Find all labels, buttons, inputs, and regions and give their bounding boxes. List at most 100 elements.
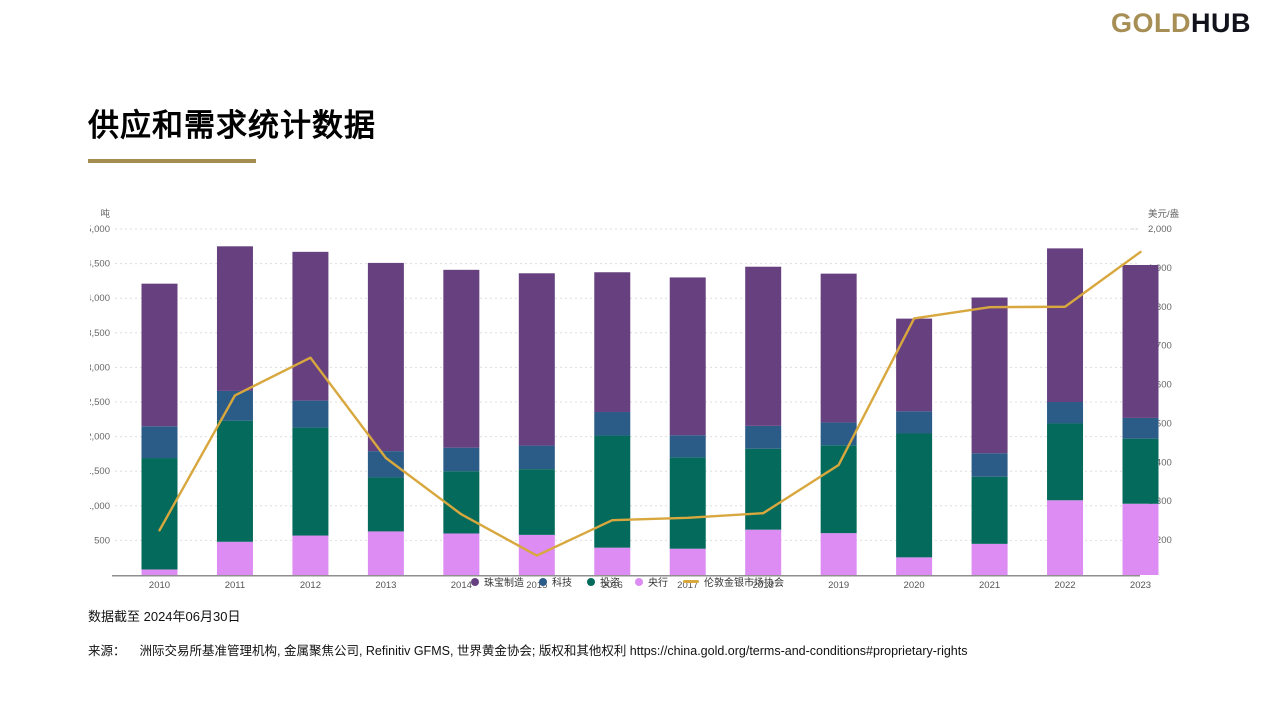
legend-label-jewellery: 珠宝制造 — [484, 578, 524, 589]
bar-segment-珠宝制造-2012[interactable] — [292, 251, 329, 401]
legend-item-investment[interactable]: 投资 — [587, 574, 620, 589]
lbma-price-line[interactable] — [158, 250, 1142, 557]
left-axis-tick-label: 2,500 — [90, 397, 110, 408]
legend-item-central-banks[interactable]: 央行 — [635, 574, 668, 589]
right-axis-unit-label: 美元/盎司 — [1148, 208, 1180, 220]
x-axis-year-label: 2018 — [753, 580, 774, 591]
bar-segment-投资-2012[interactable] — [292, 427, 329, 536]
bar-segment-科技-2014[interactable] — [443, 447, 480, 472]
bar-segment-珠宝制造-2020[interactable] — [896, 318, 933, 412]
source-text: 洲际交易所基准管理机构, 金属聚焦公司, Refinitiv GFMS, 世界黄… — [139, 644, 968, 658]
left-axis-tick-label: 3,000 — [90, 362, 110, 373]
legend-dot-jewellery-icon — [471, 577, 479, 586]
bar-segment-科技-2021[interactable] — [971, 453, 1008, 477]
bar-segment-央行-2010[interactable] — [141, 569, 178, 575]
bar-segment-科技-2023[interactable] — [1122, 417, 1159, 439]
bar-segment-科技-2015[interactable] — [518, 445, 555, 470]
supply-demand-chart: 500 1,000 1,500 2,000 2,500 3,000 3,500 4,000 4,… — [90, 205, 1180, 597]
legend-label-technology: 科技 — [552, 578, 572, 589]
bar-segment-珠宝制造-2022[interactable] — [1047, 248, 1084, 402]
bar-segment-央行-2011[interactable] — [216, 541, 253, 575]
legend-item-jewellery[interactable]: 珠宝制造 — [471, 574, 524, 589]
bar-segment-投资-2018[interactable] — [745, 448, 782, 530]
right-axis-tick-label: 2,000 — [1148, 224, 1172, 235]
bar-segment-珠宝制造-2016[interactable] — [594, 272, 631, 413]
bar-segment-珠宝制造-2011[interactable] — [216, 246, 253, 391]
right-axis-tick-label: 1,700 — [1148, 341, 1172, 352]
bar-segment-珠宝制造-2013[interactable] — [367, 262, 404, 452]
bar-segment-科技-2018[interactable] — [745, 425, 782, 449]
bar-segment-珠宝制造-2014[interactable] — [443, 269, 480, 448]
x-axis-year-label: 2010 — [149, 580, 170, 591]
bar-segment-央行-2023[interactable] — [1122, 503, 1159, 575]
bar-segment-科技-2013[interactable] — [367, 451, 404, 478]
bar-segment-投资-2011[interactable] — [216, 420, 253, 542]
legend-dot-investment-icon — [587, 577, 595, 586]
legend-item-technology[interactable]: 科技 — [539, 574, 572, 589]
bar-segment-投资-2010[interactable] — [141, 458, 178, 570]
chart-canvas: 500 1,000 1,500 2,000 2,500 3,000 3,500 4,000 4,… — [90, 208, 1180, 591]
bar-segment-央行-2020[interactable] — [896, 557, 933, 575]
bar-segment-央行-2019[interactable] — [820, 533, 857, 575]
bar-segment-投资-2020[interactable] — [896, 433, 933, 558]
bar-segment-科技-2012[interactable] — [292, 400, 329, 428]
bar-segment-科技-2022[interactable] — [1047, 402, 1084, 424]
x-axis-year-label: 2014 — [451, 580, 472, 591]
x-axis-year-label: 2023 — [1130, 580, 1151, 591]
bar-segment-科技-2019[interactable] — [820, 422, 857, 446]
left-axis-tick-label: 4,500 — [90, 259, 110, 270]
x-axis-year-label: 2017 — [677, 580, 698, 591]
x-axis-year-label: 2021 — [979, 580, 1000, 591]
bar-segment-央行-2012[interactable] — [292, 535, 329, 575]
bar-segment-科技-2020[interactable] — [896, 411, 933, 434]
right-axis-tick-label: 1,300 — [1148, 496, 1172, 507]
bar-segment-科技-2010[interactable] — [141, 426, 178, 459]
bar-segment-珠宝制造-2018[interactable] — [745, 266, 782, 426]
right-axis-tick-label: 1,400 — [1148, 457, 1172, 468]
left-axis-tick-label: 1,000 — [90, 501, 110, 512]
bar-segment-央行-2013[interactable] — [367, 531, 404, 575]
bar-segment-央行-2014[interactable] — [443, 533, 480, 575]
bar-segment-央行-2021[interactable] — [971, 543, 1008, 575]
title-block: 供应和需求统计数据 — [88, 100, 376, 163]
x-axis-year-label: 2016 — [602, 580, 623, 591]
right-axis-tick-label: 1,200 — [1148, 535, 1172, 546]
bar-segment-投资-2014[interactable] — [443, 471, 480, 534]
bar-segment-珠宝制造-2021[interactable] — [971, 297, 1008, 454]
bar-segment-科技-2016[interactable] — [594, 412, 631, 436]
bar-segment-投资-2013[interactable] — [367, 477, 404, 532]
bar-segment-科技-2017[interactable] — [669, 435, 706, 458]
bar-segment-投资-2016[interactable] — [594, 435, 631, 548]
x-axis-year-label: 2013 — [375, 580, 396, 591]
left-axis-tick-label: 5,000 — [90, 224, 110, 235]
bar-segment-央行-2017[interactable] — [669, 548, 706, 575]
left-axis-unit-label: 吨 — [100, 208, 110, 220]
legend-item-lbma[interactable]: 伦敦金银市场协会 — [683, 574, 784, 589]
legend-dot-technology-icon — [539, 577, 547, 586]
right-axis-tick-label: 1,600 — [1148, 380, 1172, 391]
bar-segment-央行-2018[interactable] — [745, 529, 782, 575]
bar-segment-珠宝制造-2017[interactable] — [669, 277, 706, 436]
legend-line-lbma-icon — [683, 580, 699, 583]
bar-segment-投资-2015[interactable] — [518, 469, 555, 535]
bar-segment-珠宝制造-2015[interactable] — [518, 273, 555, 446]
bar-segment-投资-2022[interactable] — [1047, 423, 1084, 501]
bar-segment-珠宝制造-2019[interactable] — [820, 273, 857, 423]
bar-segment-珠宝制造-2023[interactable] — [1122, 264, 1159, 418]
bar-segment-投资-2023[interactable] — [1122, 438, 1159, 504]
left-axis-tick-label: 500 — [94, 535, 110, 546]
bar-segment-央行-2022[interactable] — [1047, 500, 1084, 575]
bar-segment-央行-2016[interactable] — [594, 547, 631, 575]
bar-segment-投资-2017[interactable] — [669, 457, 706, 549]
legend-label-lbma: 伦敦金银市场协会 — [704, 578, 784, 589]
bar-segment-投资-2021[interactable] — [971, 476, 1008, 544]
legend-dot-central-banks-icon — [635, 577, 643, 586]
x-axis-year-label: 2012 — [300, 580, 321, 591]
goldhub-logo: GOLDHUB — [1111, 8, 1251, 39]
bar-segment-珠宝制造-2010[interactable] — [141, 283, 178, 427]
bar-segment-投资-2019[interactable] — [820, 445, 857, 534]
right-axis-tick-label: 1,500 — [1148, 418, 1172, 429]
source-label: 来源： — [88, 644, 126, 658]
x-axis-year-label: 2020 — [904, 580, 925, 591]
